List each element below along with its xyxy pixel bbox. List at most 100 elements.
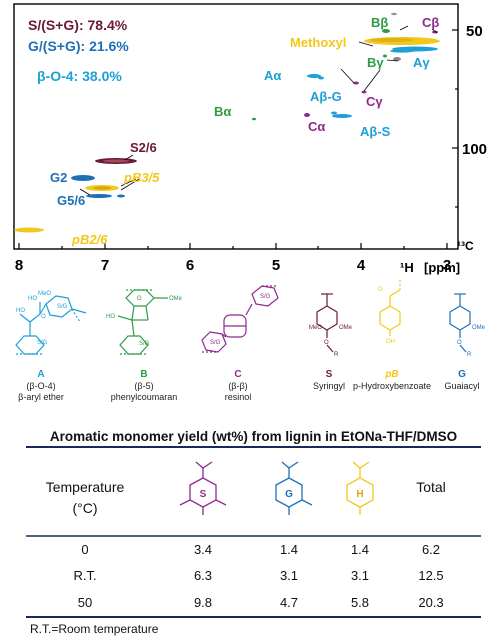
spectrum-frame: [13, 3, 459, 250]
structure-linkage: (β-β): [228, 381, 247, 391]
row-h: 1.4: [351, 542, 369, 557]
structure-letter: G: [458, 369, 466, 380]
y-tick-label: 100: [462, 141, 487, 158]
pb26-contour: [14, 227, 44, 233]
row-temp: 50: [78, 595, 92, 610]
header-temperature: Temperature: [46, 479, 125, 495]
peak-label-pb35: pB3/5: [123, 170, 160, 185]
svg-text:OMe: OMe: [339, 325, 353, 331]
structure-letter: B: [140, 369, 147, 380]
x-tick-label: 3: [443, 257, 451, 274]
peak-label-a-alpha: Aα: [264, 68, 281, 83]
row-total: 20.3: [418, 595, 443, 610]
svg-text:G: G: [137, 296, 142, 302]
svg-text:HO: HO: [28, 296, 37, 302]
monomer-yield-table: Temperature (°C) Total S G: [26, 446, 481, 618]
s-ratio: S/(S+G): 78.4%: [28, 17, 128, 33]
svg-text:S/G: S/G: [260, 294, 271, 300]
row-s: 9.8: [194, 595, 212, 610]
structure-s: MeO OMe O R: [309, 293, 353, 358]
table-note: R.T.=Room temperature: [30, 622, 159, 636]
structure-letter: pB: [384, 369, 398, 380]
structure-name: p-Hydroxybenzoate: [353, 381, 431, 391]
x-axis-unit: [ppm]: [424, 260, 460, 275]
monomer-s-label: S: [200, 489, 207, 500]
svg-text:O: O: [457, 340, 462, 346]
svg-text:S/G: S/G: [139, 341, 150, 347]
structure-letter: C: [234, 369, 241, 380]
svg-text:R: R: [334, 352, 339, 358]
monomer-h-label: H: [356, 489, 363, 500]
structure-pb: O OH: [378, 278, 401, 345]
bo4-content: β-O-4: 38.0%: [37, 68, 122, 84]
x-axis-nucleus: ¹H: [400, 260, 414, 275]
header-total: Total: [416, 479, 446, 495]
svg-text:O: O: [324, 340, 329, 346]
monomer-s-icon: S: [179, 461, 227, 515]
peak-label-a-gamma: Aγ: [413, 55, 430, 70]
monomer-g-icon: G: [275, 461, 313, 515]
svg-text:MeO: MeO: [38, 291, 51, 297]
x-tick-label: 5: [272, 257, 280, 274]
svg-text:OMe: OMe: [472, 325, 486, 331]
peak-label-c-alpha: Cα: [308, 119, 325, 134]
structure-name: Guaiacyl: [444, 381, 479, 391]
c-alpha-contour: [304, 113, 310, 117]
structure-name: phenylcoumaran: [111, 392, 178, 402]
x-axis-ticks: [18, 243, 448, 249]
peak-label-c-gamma: Cγ: [366, 94, 383, 109]
row-h: 3.1: [351, 568, 369, 583]
y-tick-label: 50: [466, 23, 483, 40]
structure-name: resinol: [225, 392, 252, 402]
svg-text:S/G: S/G: [37, 340, 48, 346]
svg-text:R: R: [467, 352, 472, 358]
row-h: 5.8: [351, 595, 369, 610]
row-total: 12.5: [418, 568, 443, 583]
g2-contour: [71, 175, 95, 181]
monomer-g-label: G: [285, 489, 293, 500]
g-ratio: G/(S+G): 21.6%: [28, 38, 129, 54]
peak-label-b-alpha: Bα: [214, 104, 231, 119]
peak-label-a-beta-s: Aβ-S: [360, 124, 391, 139]
header-temperature-unit: (°C): [72, 500, 97, 516]
a-alpha-contour: [307, 74, 321, 78]
x-tick-label: 6: [186, 257, 194, 274]
b-alpha-contour: [252, 117, 256, 121]
x-tick-label: 8: [15, 257, 23, 274]
peak-label-methoxyl: Methoxyl: [290, 35, 346, 50]
row-s: 3.4: [194, 542, 212, 557]
svg-text:O: O: [41, 314, 46, 320]
svg-text:O: O: [378, 287, 383, 293]
row-total: 6.2: [422, 542, 440, 557]
structure-letter: S: [326, 369, 333, 380]
a-beta-s-contour: [332, 114, 352, 118]
structure-b: S/G G HO OMe: [106, 289, 183, 355]
structure-linkage: (β-O-4): [26, 381, 55, 391]
c-gamma-contour: [353, 81, 359, 85]
structure-a: S/G S/G HO HO MeO O: [15, 291, 87, 355]
peak-label-b-gamma: Bγ: [367, 55, 384, 70]
g5-contour: [86, 194, 112, 198]
peak-label-g2: G2: [50, 170, 67, 185]
structure-linkage: (β-5): [134, 381, 153, 391]
table-title: Aromatic monomer yield (wt%) from lignin…: [49, 429, 458, 444]
nmr-spectrum: 8 7 6 5 4 3 50 100 ¹³C ¹H [ppm] S/(S+G):…: [13, 3, 487, 275]
row-g: 1.4: [280, 542, 298, 557]
peak-label-a-beta-g: Aβ-G: [310, 89, 342, 104]
peak-label-s26: S2/6: [130, 140, 157, 155]
monomer-h-icon: H: [346, 461, 374, 515]
svg-text:S/G: S/G: [57, 304, 68, 310]
row-temp: R.T.: [73, 568, 96, 583]
x-tick-label: 4: [357, 257, 366, 274]
x-tick-label: 7: [101, 257, 109, 274]
peak-label-pb26: pB2/6: [71, 232, 108, 247]
structure-name: Syringyl: [313, 381, 345, 391]
b-gamma-contour: [393, 57, 401, 61]
peak-label-c-beta: Cβ: [422, 15, 439, 30]
structure-name: β-aryl ether: [18, 392, 64, 402]
svg-text:OH: OH: [386, 339, 395, 345]
peak-label-b-beta: Bβ: [371, 15, 388, 30]
structure-g: OMe O R: [449, 293, 486, 358]
svg-text:OMe: OMe: [169, 296, 183, 302]
